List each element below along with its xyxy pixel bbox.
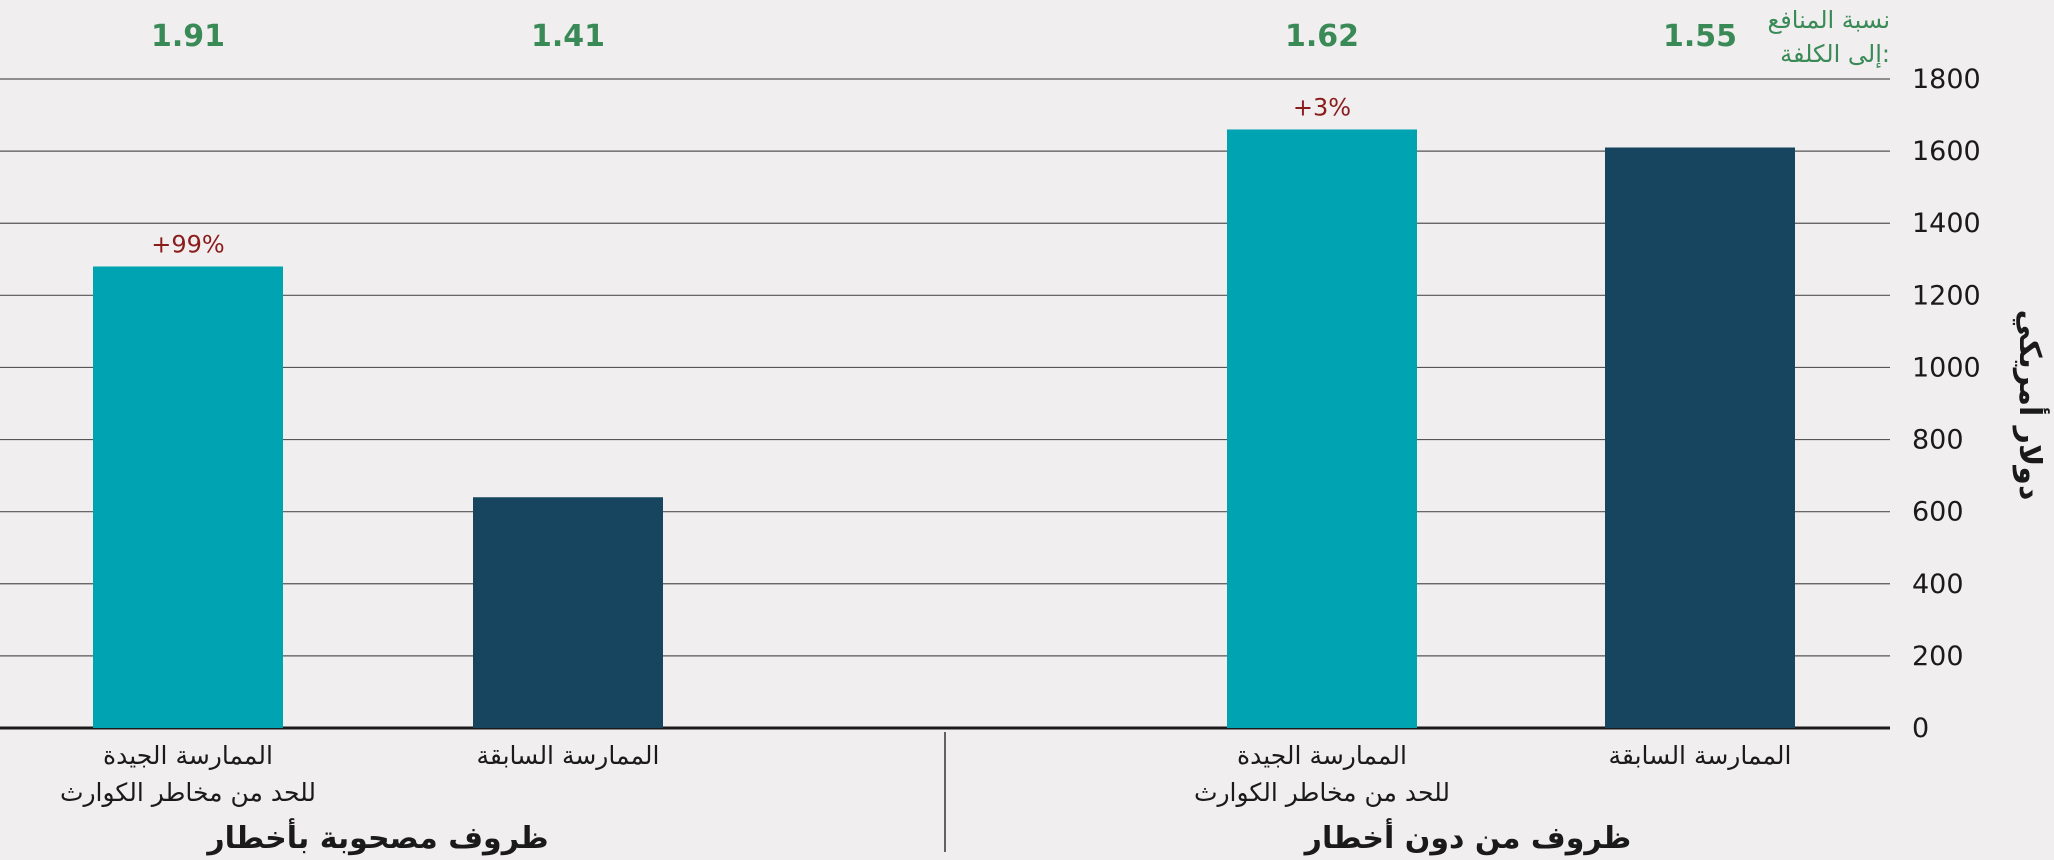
y-tick-label: 800 <box>1912 425 1964 456</box>
ratio-title-line2: إلى الكلفة: <box>1780 40 1890 69</box>
y-axis-title: دولار أمريكي <box>2012 310 2050 501</box>
y-tick-label: 1600 <box>1912 136 1981 167</box>
ratio-value: 1.41 <box>531 19 605 54</box>
y-tick-label: 600 <box>1912 497 1964 528</box>
y-tick-label: 0 <box>1912 713 1929 744</box>
y-tick-label: 1800 <box>1912 64 1981 95</box>
category-label: للحد من مخاطر الكوارث <box>60 778 316 807</box>
y-tick-label: 1000 <box>1912 352 1981 383</box>
category-label: الممارسة السابقة <box>1609 741 1792 770</box>
category-label: للحد من مخاطر الكوارث <box>1194 778 1450 807</box>
y-tick-label: 200 <box>1912 641 1964 672</box>
ratio-value: 1.91 <box>151 19 225 54</box>
change-label: +3% <box>1293 93 1351 121</box>
group-label: ظروف مصحوبة بأخطار <box>205 818 548 856</box>
bar-previous <box>1605 147 1795 728</box>
y-tick-label: 1200 <box>1912 280 1981 311</box>
bar-good <box>1227 129 1417 728</box>
bar-previous <box>473 497 663 728</box>
bar-good <box>93 266 283 728</box>
change-label: +99% <box>151 230 224 258</box>
category-label: الممارسة السابقة <box>477 741 660 770</box>
ratio-value: 1.62 <box>1285 19 1359 54</box>
category-label: الممارسة الجيدة <box>103 741 273 770</box>
ratio-value: 1.55 <box>1663 19 1737 54</box>
ratio-title-line1: نسبة المنافع <box>1768 6 1890 34</box>
group-label: ظروف من دون أخطار <box>1303 818 1632 856</box>
y-tick-label: 400 <box>1912 569 1964 600</box>
y-tick-label: 1400 <box>1912 208 1981 239</box>
category-label: الممارسة الجيدة <box>1237 741 1407 770</box>
